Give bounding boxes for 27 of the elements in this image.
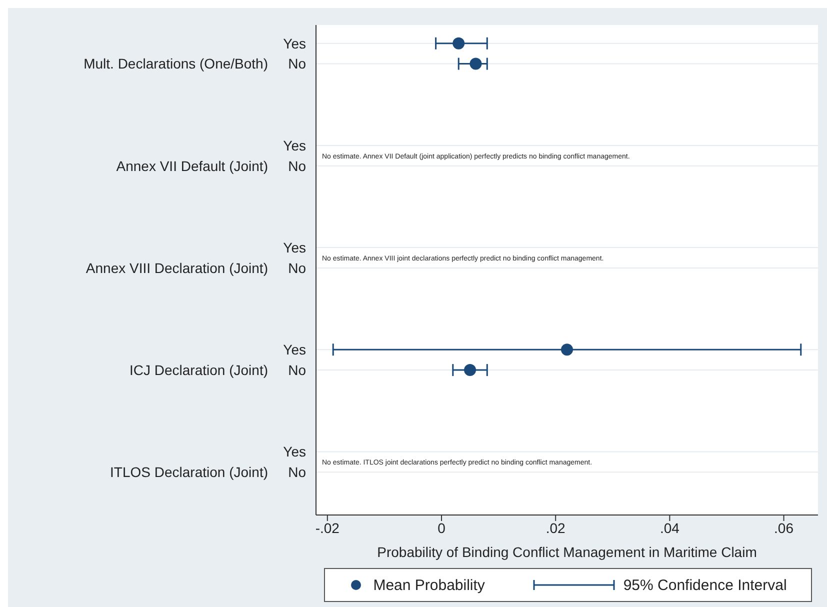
- y-tick-label: No: [288, 260, 306, 276]
- point: [452, 37, 465, 50]
- y-tick-label: No: [288, 362, 306, 378]
- y-tick-label: Yes: [283, 239, 306, 256]
- text: Annex VIII Declaration (Joint): [86, 260, 268, 276]
- y-tick-label: Yes: [283, 444, 306, 460]
- y-tick-label: Yes: [283, 342, 306, 358]
- y-tick-label: Yes: [283, 35, 306, 52]
- text: ITLOS Declaration (Joint): [110, 464, 268, 480]
- point: [561, 344, 573, 356]
- y-tick-label: No: [288, 158, 306, 174]
- x-tick-label: .04: [660, 520, 680, 536]
- x-tick-label: -.02: [315, 520, 340, 536]
- y-tick-label: Yes: [283, 137, 306, 154]
- text: ICJ Declaration (Joint): [130, 362, 268, 378]
- point: [464, 364, 476, 376]
- y-tick-label: No: [288, 56, 306, 72]
- text: 95% Confidence Interval: [623, 576, 787, 594]
- x-tick-label: .02: [546, 520, 566, 536]
- text: Mult. Declarations (One/Both): [84, 56, 268, 72]
- y-tick-label: No: [288, 464, 306, 480]
- x-axis-title: Probability of Binding Conflict Management in Maritime Claim: [377, 544, 757, 560]
- text: Annex VII Default (Joint): [116, 158, 268, 174]
- x-tick-label: 0: [438, 520, 446, 536]
- x-tick-label: .06: [774, 520, 794, 536]
- point: [470, 58, 482, 70]
- legend-label: Mean Probability: [373, 576, 485, 594]
